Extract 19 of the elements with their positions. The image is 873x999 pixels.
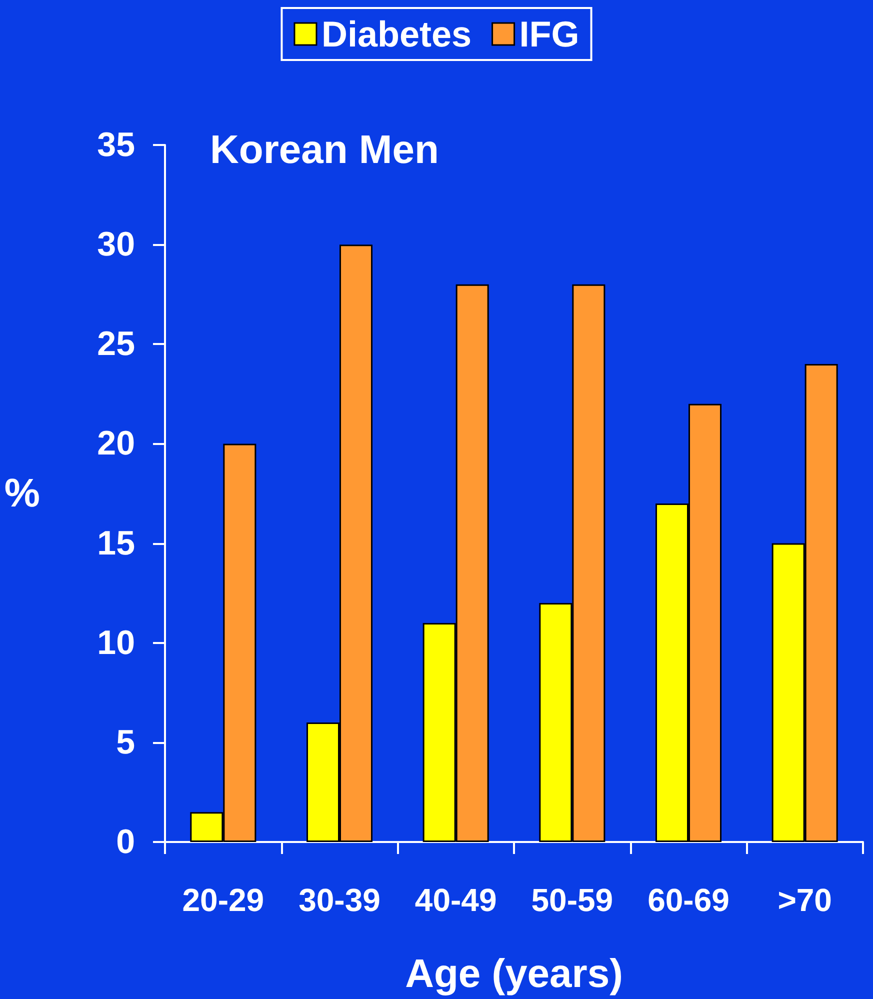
legend-label: IFG bbox=[519, 14, 580, 54]
legend-label: Diabetes bbox=[321, 14, 472, 54]
y-axis-title: % bbox=[4, 472, 40, 516]
y-tick-label: 30 bbox=[97, 226, 135, 264]
x-axis-title: Age (years) bbox=[405, 952, 623, 996]
y-tick-label: 20 bbox=[97, 424, 135, 463]
x-tick-label: 30-39 bbox=[298, 882, 380, 918]
y-tick-label: 35 bbox=[97, 126, 135, 164]
x-tick-label: 20-29 bbox=[182, 882, 264, 918]
y-tick-label: 0 bbox=[116, 823, 135, 861]
x-tick-label: >70 bbox=[778, 882, 832, 918]
y-tick-label: 5 bbox=[116, 723, 135, 762]
y-tick-label: 10 bbox=[97, 624, 135, 662]
y-tick-label: 25 bbox=[97, 325, 135, 364]
x-tick-label: 40-49 bbox=[414, 882, 497, 918]
x-tick-label: 50-59 bbox=[531, 882, 614, 918]
y-tick-label: 15 bbox=[97, 524, 135, 562]
chart-title: Korean Men bbox=[210, 128, 439, 172]
x-tick-label: 60-69 bbox=[648, 882, 730, 918]
